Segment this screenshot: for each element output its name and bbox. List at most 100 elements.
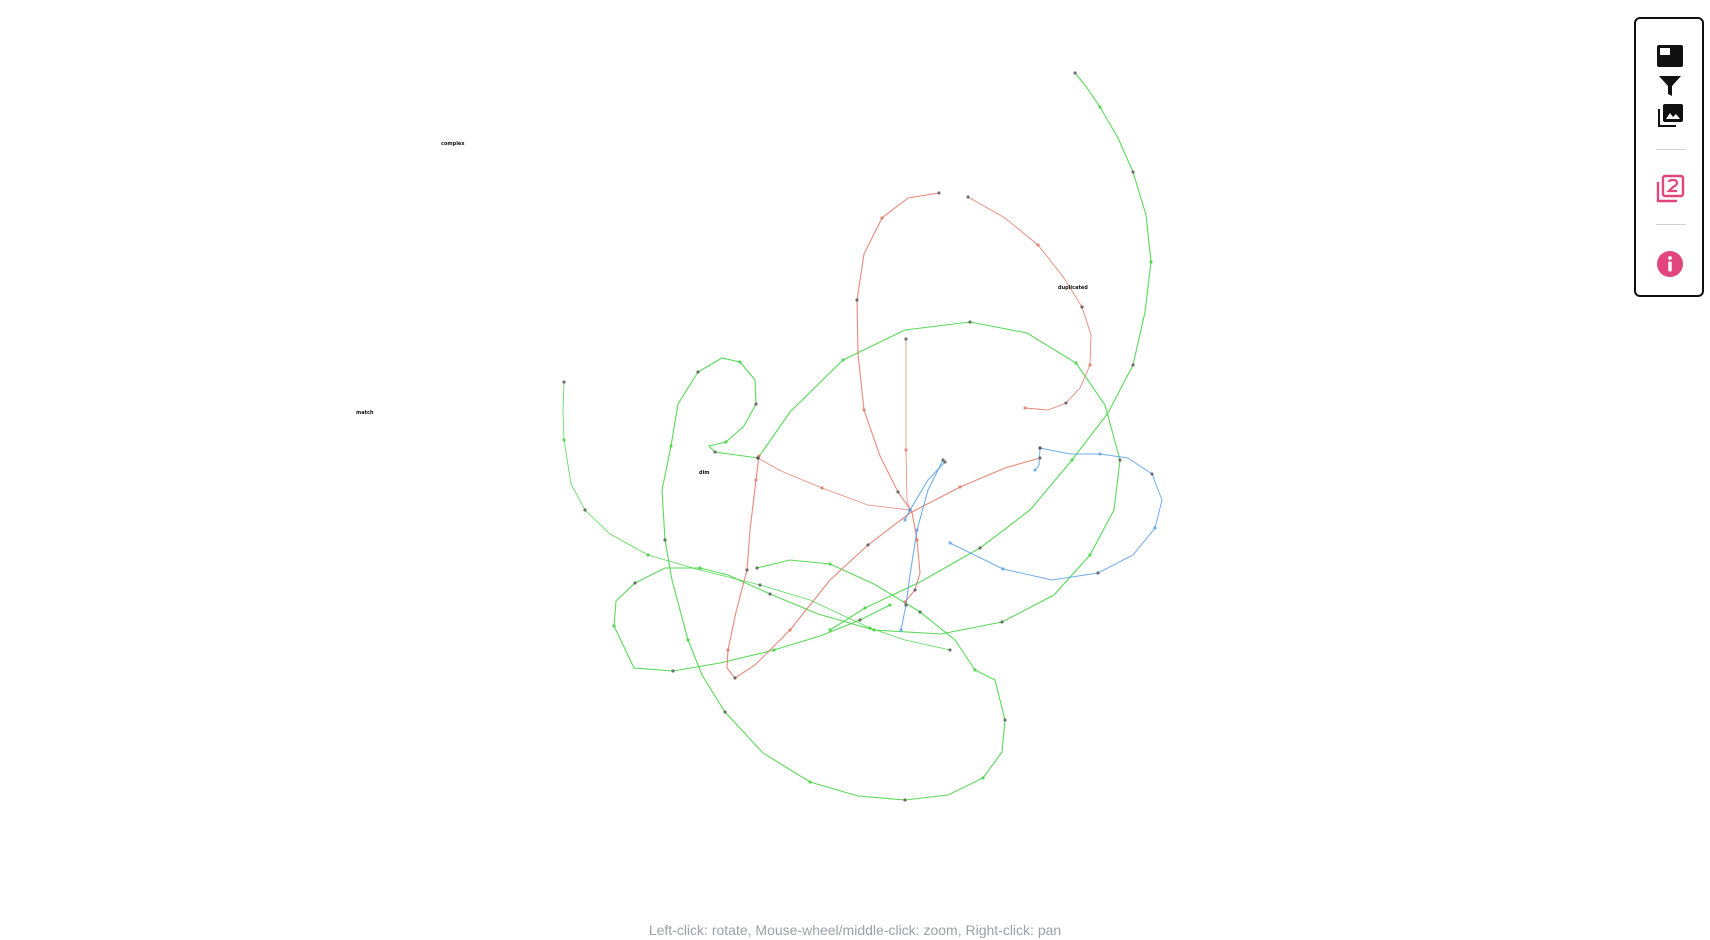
graph-node[interactable] xyxy=(1038,446,1042,450)
graph-node[interactable] xyxy=(820,486,824,490)
graph-node[interactable] xyxy=(978,546,982,550)
graph-node[interactable] xyxy=(1149,260,1153,264)
graph-node[interactable] xyxy=(915,528,919,532)
graph-node[interactable] xyxy=(868,626,872,630)
graph-node[interactable] xyxy=(671,669,675,673)
graph-node[interactable] xyxy=(756,456,760,460)
graph-node[interactable] xyxy=(754,478,758,482)
graph-node[interactable] xyxy=(918,610,922,614)
graph-node[interactable] xyxy=(1088,553,1092,557)
graph-node[interactable] xyxy=(828,628,832,632)
graph-node[interactable] xyxy=(1131,363,1135,367)
filter-button[interactable] xyxy=(1654,71,1686,101)
graph-node[interactable] xyxy=(726,648,730,652)
graph-node[interactable] xyxy=(1070,458,1074,462)
graph-node[interactable] xyxy=(937,191,941,195)
graph-node[interactable] xyxy=(899,628,903,632)
graph-node[interactable] xyxy=(808,780,812,784)
graph-node[interactable] xyxy=(1118,458,1122,462)
graph-node[interactable] xyxy=(723,710,727,714)
graph-node[interactable] xyxy=(663,538,667,542)
layer-two-button[interactable] xyxy=(1654,174,1686,204)
graph-node[interactable] xyxy=(733,676,737,680)
graph-node[interactable] xyxy=(973,668,977,672)
graph-node[interactable] xyxy=(1023,406,1027,410)
graph-node[interactable] xyxy=(583,508,587,512)
graph-node[interactable] xyxy=(1073,71,1077,75)
graph-node[interactable] xyxy=(633,581,637,585)
graph-node[interactable] xyxy=(841,358,845,362)
graph-node[interactable] xyxy=(686,638,690,642)
graph-node[interactable] xyxy=(768,592,772,596)
graph-node[interactable] xyxy=(903,518,907,522)
graph-node[interactable] xyxy=(1033,468,1037,472)
node-label-dim[interactable]: dim xyxy=(699,470,710,476)
graph-node[interactable] xyxy=(981,776,985,780)
graph-node[interactable] xyxy=(948,648,952,652)
graph-node[interactable] xyxy=(866,543,870,547)
graph-node[interactable] xyxy=(1038,456,1042,460)
image-gallery-button[interactable] xyxy=(1654,101,1686,131)
graph-node[interactable] xyxy=(758,583,762,587)
graph-node[interactable] xyxy=(958,485,962,489)
graph-node[interactable] xyxy=(562,438,566,442)
node-label-complex[interactable]: complex xyxy=(441,141,465,147)
graph-node[interactable] xyxy=(1001,567,1005,571)
graph-node[interactable] xyxy=(863,606,867,610)
graph-node[interactable] xyxy=(724,440,728,444)
graph-node[interactable] xyxy=(872,628,876,632)
graph-node[interactable] xyxy=(562,380,566,384)
graph-node[interactable] xyxy=(966,195,970,199)
graph-node[interactable] xyxy=(896,490,900,494)
graph-node[interactable] xyxy=(903,600,907,604)
graph-node[interactable] xyxy=(698,566,702,570)
graph-node[interactable] xyxy=(1150,472,1154,476)
info-button[interactable] xyxy=(1654,249,1686,279)
graph-node[interactable] xyxy=(1098,105,1102,109)
graph-node[interactable] xyxy=(858,618,862,622)
graph-node[interactable] xyxy=(1064,401,1068,405)
graph-node[interactable] xyxy=(828,562,832,566)
graph-node[interactable] xyxy=(1074,361,1078,365)
graph-node[interactable] xyxy=(880,216,884,220)
graph-node[interactable] xyxy=(968,320,972,324)
graph-node[interactable] xyxy=(941,458,945,462)
graph-node[interactable] xyxy=(1036,243,1040,247)
graph-node[interactable] xyxy=(1000,620,1004,624)
graph-node[interactable] xyxy=(913,588,917,592)
graph-node[interactable] xyxy=(772,648,776,652)
node-label-match[interactable]: match xyxy=(356,410,374,416)
graph-node[interactable] xyxy=(1096,571,1100,575)
graph-node[interactable] xyxy=(696,370,700,374)
graph-node[interactable] xyxy=(904,603,908,607)
graph-node[interactable] xyxy=(943,460,947,464)
graph-node[interactable] xyxy=(1088,363,1092,367)
graph-node[interactable] xyxy=(1080,305,1084,309)
graph-node[interactable] xyxy=(908,508,912,512)
graph-node[interactable] xyxy=(1153,526,1157,530)
graph-node[interactable] xyxy=(904,337,908,341)
graph-node[interactable] xyxy=(904,448,908,452)
graph-node[interactable] xyxy=(745,568,749,572)
graph-node[interactable] xyxy=(755,566,759,570)
graph-node[interactable] xyxy=(862,408,866,412)
graph-node[interactable] xyxy=(915,538,919,542)
panel-button[interactable] xyxy=(1654,41,1686,71)
node-label-duplicated[interactable]: duplicated xyxy=(1058,285,1088,291)
graph-node[interactable] xyxy=(754,402,758,406)
graph-node[interactable] xyxy=(888,603,892,607)
graph-node[interactable] xyxy=(738,360,742,364)
graph-node[interactable] xyxy=(1003,718,1007,722)
graph-node[interactable] xyxy=(788,628,792,632)
graph-node[interactable] xyxy=(948,541,952,545)
graph-node[interactable] xyxy=(1131,170,1135,174)
graph-node[interactable] xyxy=(903,798,907,802)
graph-node[interactable] xyxy=(855,298,859,302)
graph-node[interactable] xyxy=(669,444,673,448)
graph-node[interactable] xyxy=(1098,452,1102,456)
graph-node[interactable] xyxy=(713,450,717,454)
graph-node[interactable] xyxy=(646,553,650,557)
graph-node[interactable] xyxy=(612,624,616,628)
